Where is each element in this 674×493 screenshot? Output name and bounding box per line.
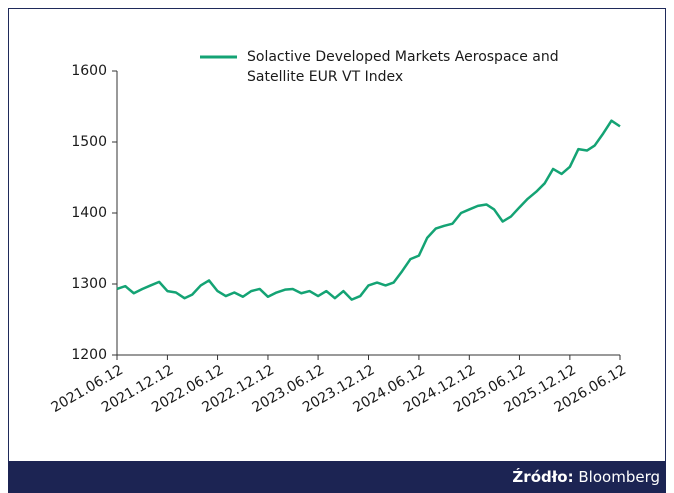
legend-label: Solactive Developed Markets Aerospace an… (247, 49, 559, 85)
frame (8, 8, 666, 461)
y-tick-label: 1200 (71, 347, 107, 363)
footer: Źródło: Bloomberg (8, 461, 666, 493)
y-tick-label: 1600 (71, 63, 107, 79)
y-tick-label: 1500 (71, 134, 107, 150)
source-name: Bloomberg (578, 468, 660, 486)
series-line (116, 119, 621, 301)
y-tick-label: 1400 (71, 205, 107, 221)
source: Źródło: Bloomberg (512, 468, 660, 486)
source-label: Źródło: (512, 468, 574, 486)
y-tick-label: 1300 (71, 276, 107, 292)
